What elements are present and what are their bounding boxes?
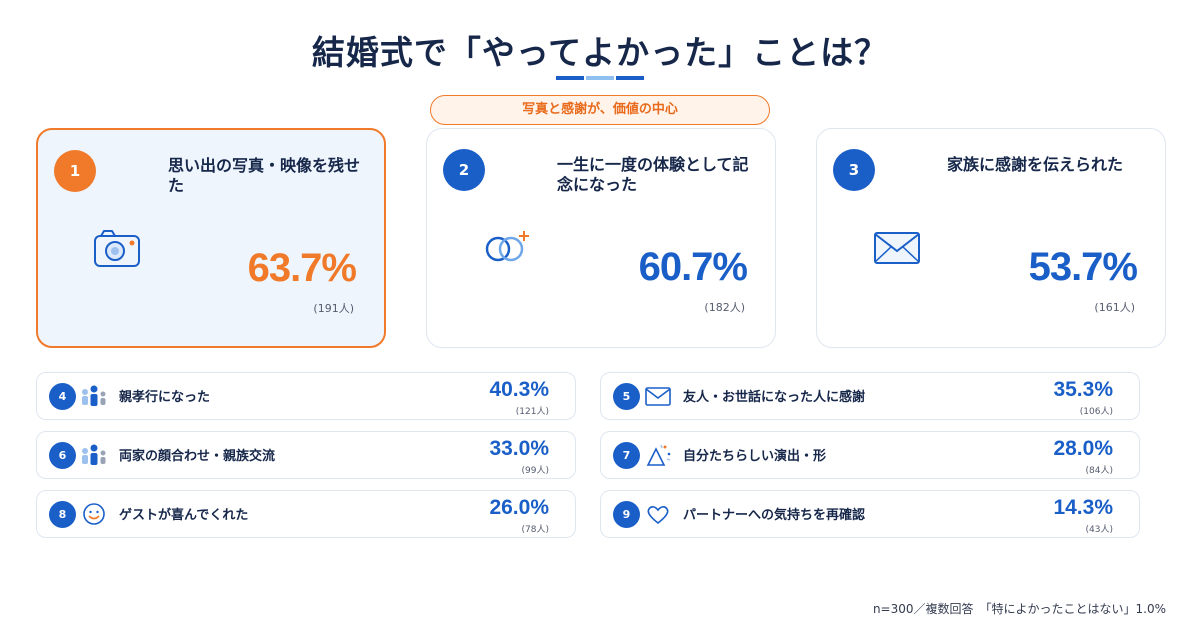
- highlight-banner: 写真と感謝が、価値の中心: [430, 95, 770, 125]
- item-percentage: 40.3%: [489, 378, 549, 401]
- item-percentage: 35.3%: [1053, 378, 1113, 401]
- item-percentage: 33.0%: [489, 437, 549, 460]
- family-icon: [79, 442, 109, 468]
- item-percentage: 28.0%: [1053, 437, 1113, 460]
- item-count: (43人): [1085, 525, 1113, 535]
- item-count: (106人): [1079, 407, 1113, 417]
- item-label: 親孝行になった: [119, 390, 211, 405]
- heart-icon: [643, 501, 673, 527]
- rank-badge: 5: [613, 383, 640, 410]
- camera-icon: [92, 226, 144, 270]
- item-count: (78人): [521, 525, 549, 535]
- rank-card-3: 3 家族に感謝を伝えられた 53.7% (161人): [816, 128, 1166, 348]
- item-label: 家族に感謝を伝えられた: [947, 155, 1124, 174]
- rank-badge: 2: [443, 149, 485, 191]
- rank-badge: 9: [613, 501, 640, 528]
- rings-icon: [481, 225, 533, 269]
- rank-row-8: 8 ゲストが喜んでくれた 26.0% (78人): [36, 490, 576, 538]
- rank-row-9: 9 パートナーへの気持ちを再確認 14.3% (43人): [600, 490, 1140, 538]
- title-underline: [556, 76, 644, 80]
- item-label: 自分たちらしい演出・形: [683, 449, 827, 464]
- item-label: 友人・お世話になった人に感謝: [683, 390, 866, 405]
- rank-card-1: 1 思い出の写真・映像を残せた 63.7% (191人): [36, 128, 386, 348]
- footnote: n=300／複数回答 「特によかったことはない」1.0%: [872, 602, 1166, 616]
- item-count: (121人): [515, 407, 549, 417]
- rank-row-5: 5 友人・お世話になった人に感謝 35.3% (106人): [600, 372, 1140, 420]
- family-icon: [79, 383, 109, 409]
- rank-badge: 4: [49, 383, 76, 410]
- page-title: 結婚式で「やってよかった」ことは？: [311, 33, 889, 72]
- party-icon: [643, 442, 673, 468]
- envelope-icon: [643, 383, 673, 409]
- item-count: (99人): [521, 466, 549, 476]
- rank-card-2: 2 一生に一度の体験として記念になった 60.7% (182人): [426, 128, 776, 348]
- rank-badge: 8: [49, 501, 76, 528]
- item-percentage: 60.7%: [638, 245, 748, 289]
- item-label: 思い出の写真・映像を残せた: [168, 156, 361, 195]
- rank-badge: 7: [613, 442, 640, 469]
- rank-row-7: 7 自分たちらしい演出・形 28.0% (84人): [600, 431, 1140, 479]
- item-percentage: 14.3%: [1053, 496, 1113, 519]
- rank-badge: 1: [54, 150, 96, 192]
- envelope-icon: [871, 225, 923, 269]
- item-label: 一生に一度の体験として記念になった: [557, 155, 749, 194]
- smile-icon: [79, 501, 109, 527]
- item-label: 両家の顔合わせ・親族交流: [119, 449, 276, 464]
- item-count: (182人): [704, 301, 745, 314]
- item-count: (161人): [1094, 301, 1135, 314]
- rank-badge: 3: [833, 149, 875, 191]
- item-percentage: 26.0%: [489, 496, 549, 519]
- item-percentage: 63.7%: [247, 246, 357, 290]
- item-count: (191人): [313, 302, 354, 315]
- item-label: パートナーへの気持ちを再確認: [683, 508, 866, 523]
- rank-row-6: 6 両家の顔合わせ・親族交流 33.0% (99人): [36, 431, 576, 479]
- rank-row-4: 4 親孝行になった 40.3% (121人): [36, 372, 576, 420]
- item-count: (84人): [1085, 466, 1113, 476]
- item-percentage: 53.7%: [1028, 245, 1138, 289]
- rank-badge: 6: [49, 442, 76, 469]
- item-label: ゲストが喜んでくれた: [119, 508, 249, 523]
